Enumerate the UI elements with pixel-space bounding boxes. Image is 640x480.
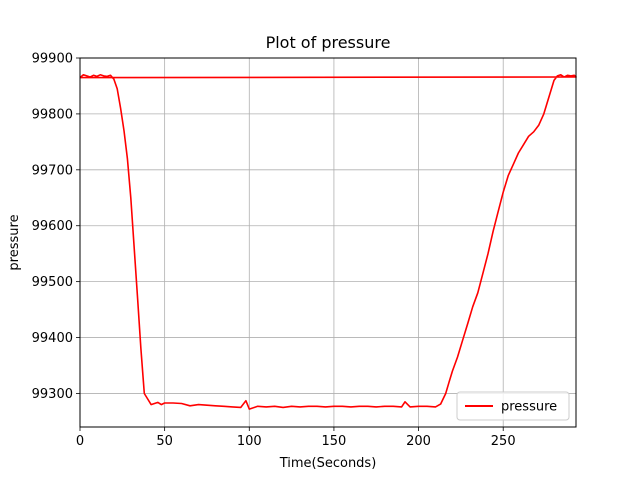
axis-ticks: 0 50 100 150 200 250 99300 99400 99500 99600 99700… — [32, 52, 516, 450]
legend-label: pressure — [501, 400, 557, 415]
plot-frame — [79, 57, 577, 428]
series-line-pressure — [79, 74, 577, 410]
x-tick-label: 50 — [156, 434, 173, 449]
chart-title: Plot of pressure — [266, 33, 391, 52]
x-tick-label: 0 — [76, 434, 84, 449]
y-tick-label: 99900 — [32, 52, 73, 67]
y-tick-label: 99800 — [32, 107, 73, 122]
legend-box — [456, 391, 570, 421]
x-tick-label: 200 — [406, 434, 431, 449]
grid-lines — [79, 57, 576, 427]
y-tick-label: 99300 — [32, 387, 73, 402]
x-tick-label: 100 — [237, 434, 262, 449]
series-layer — [79, 74, 577, 410]
y-axis-label: pressure — [7, 214, 22, 270]
y-tick-label: 99600 — [32, 219, 73, 234]
legend: pressure — [456, 391, 570, 421]
x-tick-label: 250 — [491, 434, 516, 449]
y-tick-label: 99700 — [32, 163, 73, 178]
y-tick-label: 99500 — [32, 275, 73, 290]
y-tick-label: 99400 — [32, 331, 73, 346]
x-axis-label: Time(Seconds) — [279, 456, 377, 471]
x-tick-label: 150 — [322, 434, 347, 449]
